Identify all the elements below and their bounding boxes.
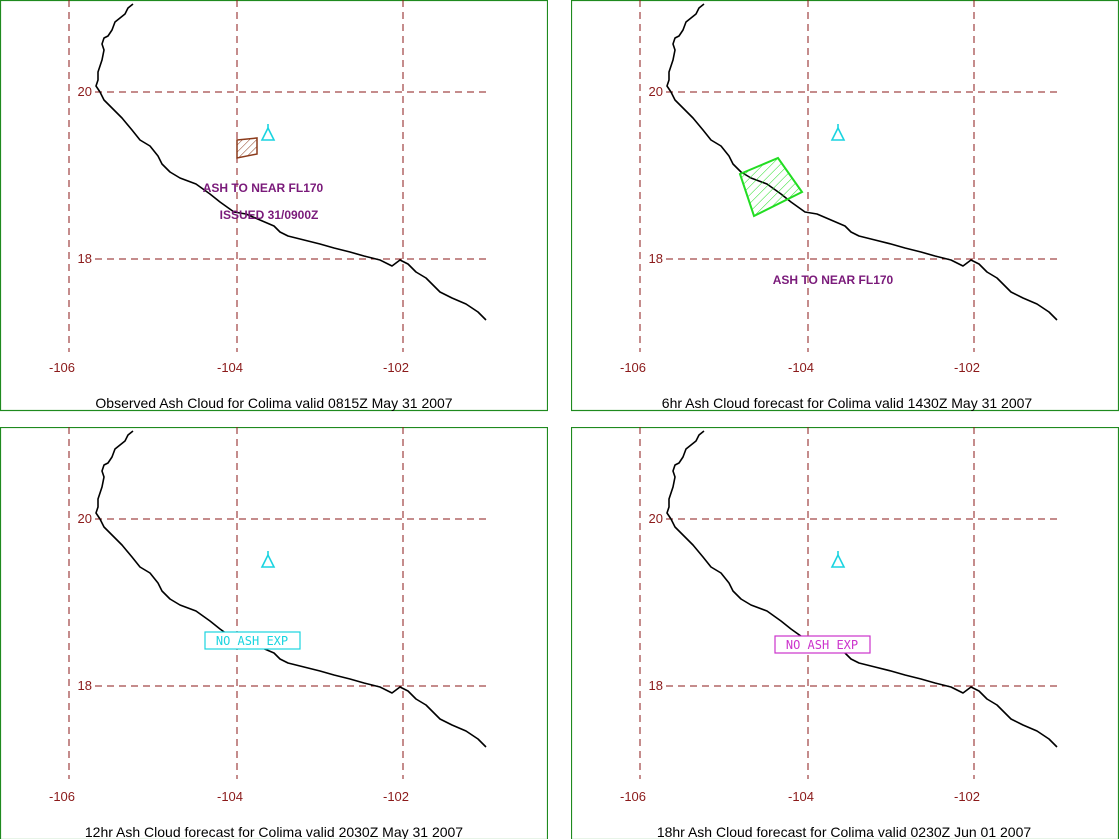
lat-label-20: 20: [78, 84, 92, 99]
graticule: [68, 0, 489, 352]
no-ash-status-box: [774, 635, 871, 654]
volcano-icon: [830, 551, 846, 568]
lon-label-104: -104: [788, 360, 814, 375]
lon-label-104: -104: [217, 789, 243, 804]
map-panel-6hr: 20 18 -106 -104 -102 ASH TO NEAR FL170 6…: [571, 0, 1119, 412]
no-ash-status-text: NO ASH EXP: [216, 634, 288, 648]
no-ash-status-box: [204, 631, 301, 650]
no-ash-status-text: NO ASH EXP: [786, 638, 858, 652]
lon-label-102: -102: [954, 789, 980, 804]
lon-label-106: -106: [620, 789, 646, 804]
lat-label-20: 20: [78, 511, 92, 526]
lat-label-18: 18: [649, 678, 663, 693]
coastline: [95, 3, 487, 321]
lon-label-104: -104: [788, 789, 814, 804]
lon-label-102: -102: [383, 360, 409, 375]
graticule: [68, 427, 489, 779]
lon-label-106: -106: [49, 789, 75, 804]
map-panel-observed: 20 18 -106 -104 -102 ASH TO NEAR FL170 I…: [0, 0, 548, 412]
coastline: [666, 430, 1058, 748]
panel-caption: 12hr Ash Cloud forecast for Colima valid…: [85, 824, 463, 839]
graticule: [639, 427, 1060, 779]
coastline: [95, 430, 487, 748]
lon-label-106: -106: [49, 360, 75, 375]
panel-caption: Observed Ash Cloud for Colima valid 0815…: [95, 395, 452, 411]
issued-time-annotation: ISSUED 31/0900Z: [220, 208, 319, 222]
lon-label-102: -102: [383, 789, 409, 804]
volcano-icon: [830, 124, 846, 141]
lon-label-106: -106: [620, 360, 646, 375]
volcano-icon: [260, 551, 276, 568]
lat-label-18: 18: [649, 251, 663, 266]
map-panel-12hr: 20 18 -106 -104 -102 NO ASH EXP 12hr Ash…: [0, 427, 548, 839]
lat-label-20: 20: [649, 84, 663, 99]
lat-label-18: 18: [78, 251, 92, 266]
lon-label-102: -102: [954, 360, 980, 375]
map-frame: [571, 427, 1119, 839]
map-frame: [0, 0, 548, 412]
map-panel-18hr: 20 18 -106 -104 -102 NO ASH EXP 18hr Ash…: [571, 427, 1119, 839]
map-frame: [571, 0, 1119, 412]
ash-height-annotation: ASH TO NEAR FL170: [773, 273, 894, 287]
ash-cloud-area: [236, 137, 258, 159]
panel-caption: 18hr Ash Cloud forecast for Colima valid…: [657, 824, 1032, 839]
lat-label-18: 18: [78, 678, 92, 693]
graticule: [639, 0, 1060, 352]
lon-label-104: -104: [217, 360, 243, 375]
ash-cloud-forecast-area: [738, 156, 804, 218]
lat-label-20: 20: [649, 511, 663, 526]
panel-caption: 6hr Ash Cloud forecast for Colima valid …: [662, 395, 1033, 411]
volcano-icon: [260, 124, 276, 141]
ash-height-annotation: ASH TO NEAR FL170: [203, 181, 324, 195]
